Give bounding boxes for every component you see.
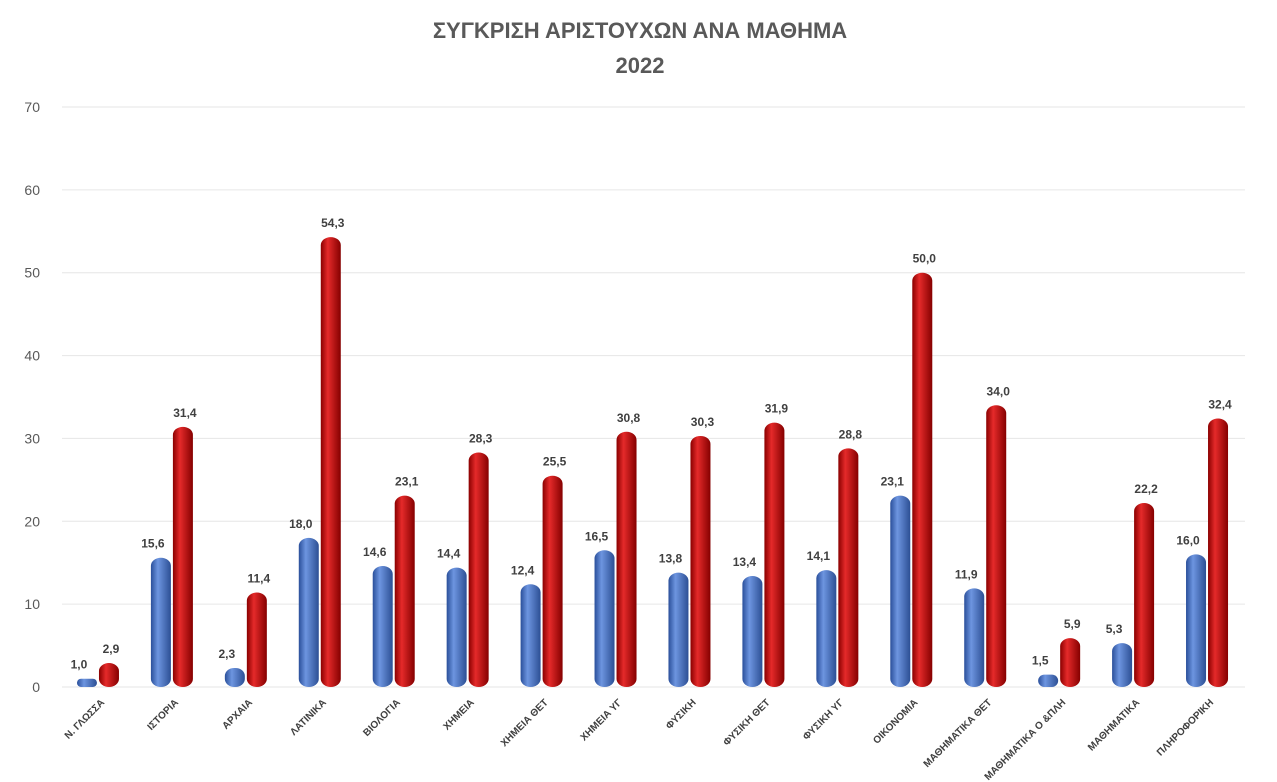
data-label: 5,9 — [1064, 617, 1081, 631]
bar-blue — [372, 566, 393, 687]
data-label: 31,9 — [765, 402, 789, 416]
data-label: 30,8 — [617, 411, 641, 425]
bar-red — [764, 422, 785, 687]
y-tick-label: 40 — [24, 348, 40, 364]
data-label: 1,5 — [1032, 654, 1049, 668]
bar-blue — [446, 567, 467, 687]
bar-blue — [742, 575, 763, 687]
bar-red — [838, 448, 859, 687]
bar-blue — [816, 570, 837, 687]
data-label: 50,0 — [913, 252, 937, 266]
bar-red — [542, 475, 563, 687]
x-tick-label: ΦΥΣΙΚΗ — [664, 697, 699, 732]
bar-blue — [298, 537, 319, 687]
bar-red — [616, 431, 637, 687]
bar-red — [690, 435, 711, 687]
data-label: 13,4 — [733, 555, 757, 569]
bar-red — [246, 592, 267, 687]
bar-red — [912, 272, 933, 687]
data-label: 14,6 — [363, 545, 387, 559]
y-tick-label: 10 — [24, 596, 40, 612]
bar-red — [1208, 418, 1229, 687]
x-tick-label: ΑΡΧΑΙΑ — [220, 697, 255, 732]
data-label: 2,9 — [103, 642, 120, 656]
data-label: 11,9 — [955, 567, 978, 581]
y-tick-label: 30 — [24, 430, 40, 446]
bar-red — [394, 495, 415, 687]
y-tick-label: 50 — [24, 265, 40, 281]
data-label: 5,3 — [1106, 622, 1123, 636]
bar-red — [1134, 503, 1155, 687]
data-label: 28,8 — [839, 427, 863, 441]
bar-blue — [520, 584, 541, 687]
bar-red — [468, 452, 489, 687]
bar-blue — [1112, 643, 1133, 687]
bar-blue — [890, 495, 911, 687]
data-label: 23,1 — [395, 475, 419, 489]
data-label: 13,8 — [659, 552, 683, 566]
data-label: 14,1 — [807, 549, 831, 563]
bar-blue — [150, 557, 171, 687]
data-label: 22,2 — [1134, 482, 1158, 496]
bar-red — [1060, 638, 1081, 687]
y-tick-label: 70 — [24, 99, 40, 115]
y-tick-label: 60 — [24, 182, 40, 198]
bar-blue — [594, 550, 615, 687]
data-label: 16,5 — [585, 529, 609, 543]
bar-blue — [1038, 674, 1059, 687]
data-label: 30,3 — [691, 415, 715, 429]
x-tick-label: ΧΗΜΕΙΑ — [441, 697, 476, 732]
x-tick-label: ΟΙΚΟΝΟΜΙΑ — [871, 697, 920, 746]
x-tick-label: ΜΑΘΗΜΑΤΙΚΑ ΘΕΤ — [922, 697, 995, 770]
data-label: 16,0 — [1176, 533, 1200, 547]
bar-red — [986, 405, 1007, 687]
data-label: 11,4 — [247, 572, 270, 586]
x-tick-label: ΠΛΗΡΟΦΟΡΙΚΗ — [1155, 697, 1216, 758]
bar-red — [172, 426, 193, 687]
x-tick-label: ΙΣΤΟΡΙΑ — [146, 697, 181, 732]
data-label: 1,0 — [71, 658, 88, 672]
x-tick-label: Ν. ΓΛΩΣΣΑ — [63, 697, 107, 741]
bar-blue — [668, 572, 689, 687]
data-label: 18,0 — [289, 517, 313, 531]
data-label: 28,3 — [469, 432, 493, 446]
data-label: 2,3 — [219, 647, 236, 661]
data-label: 14,4 — [437, 547, 461, 561]
chart-title: ΣΥΓΚΡΙΣΗ ΑΡΙΣΤΟΥΧΩΝ ΑΝΑ ΜΑΘΗΜΑ — [433, 18, 847, 43]
data-label: 15,6 — [141, 537, 165, 551]
bar-red — [320, 237, 341, 688]
bar-blue — [224, 667, 245, 687]
data-label: 12,4 — [511, 563, 535, 577]
x-tick-label: ΦΥΣΙΚΗ ΥΓ — [801, 697, 846, 742]
x-tick-label: ΜΑΘΗΜΑΤΙΚΑ Ο &ΠΛΗ — [983, 697, 1069, 782]
x-tick-label: ΛΑΤΙΝΙΚΑ — [288, 697, 329, 738]
x-tick-label: ΜΑΘΗΜΑΤΙΚΑ — [1086, 697, 1142, 753]
x-tick-label: ΦΥΣΙΚΗ ΘΕΤ — [721, 697, 772, 748]
data-label: 32,4 — [1208, 398, 1232, 412]
data-label: 31,4 — [173, 406, 197, 420]
x-tick-label: ΒΙΟΛΟΓΙΑ — [361, 697, 403, 739]
chart-subtitle: 2022 — [616, 53, 665, 78]
data-label: 25,5 — [543, 455, 567, 469]
y-tick-label: 20 — [24, 513, 40, 529]
bar-red — [98, 662, 119, 687]
bar-blue — [964, 588, 985, 687]
data-label: 34,0 — [987, 384, 1011, 398]
y-tick-label: 0 — [32, 679, 40, 695]
x-tick-label: ΧΗΜΕΙΑ ΘΕΤ — [499, 697, 551, 749]
data-label: 54,3 — [321, 216, 345, 230]
bar-blue — [76, 678, 97, 687]
bar-blue — [1186, 554, 1207, 687]
data-label: 23,1 — [881, 475, 905, 489]
x-tick-label: ΧΗΜΕΙΑ ΥΓ — [579, 697, 625, 743]
